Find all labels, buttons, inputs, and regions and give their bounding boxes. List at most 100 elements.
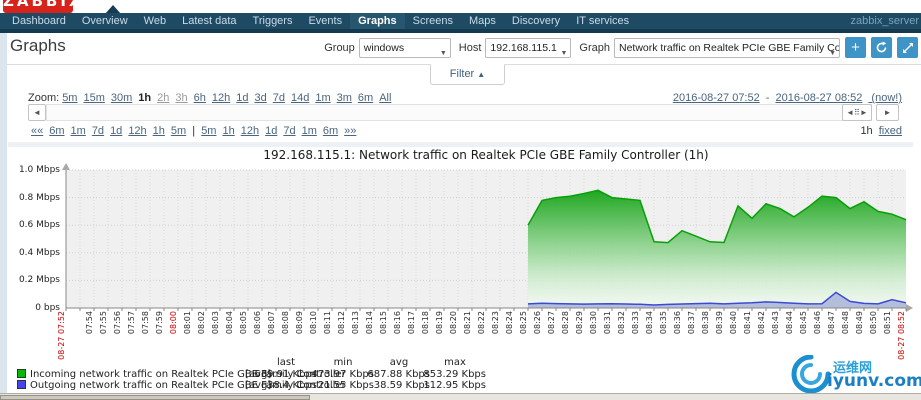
nav-item-graphs[interactable]: Graphs	[350, 13, 405, 33]
chevron-down-icon: ▼	[560, 49, 568, 57]
group-select-value: windows	[363, 41, 405, 54]
x-axis-label: 08:46	[813, 311, 822, 335]
graph-select[interactable]: Network traffic on Realtek PCIe GBE Fami…	[614, 37, 840, 58]
x-axis-label: 08:32	[617, 311, 626, 335]
filter-toggle-tab[interactable]: Filter ▲	[430, 64, 505, 85]
fwd-link-5m[interactable]: 5m	[201, 125, 217, 137]
zoom-link-1h[interactable]: 1h	[138, 92, 152, 104]
nav-item-discovery[interactable]: Discovery	[511, 15, 561, 27]
fwd-link-6m[interactable]: 6m	[322, 125, 339, 137]
back-link-7d[interactable]: 7d	[91, 125, 105, 137]
legend-value: 639.91 Kbps	[254, 369, 317, 380]
left-edge-strip	[0, 33, 7, 400]
fixed-link[interactable]: fixed	[878, 125, 902, 137]
x-axis-label: 08:02	[197, 311, 206, 335]
x-axis-label: 07:57	[127, 311, 136, 335]
x-axis-label: 08:29	[575, 311, 584, 335]
zoom-link-all[interactable]: All	[379, 92, 392, 104]
horizontal-scrollbar-thumb[interactable]	[0, 395, 310, 400]
range-now-link[interactable]: (now!)	[868, 92, 902, 104]
collapse-up-icon: ▲	[477, 70, 486, 79]
x-axis-label: 08:28	[561, 311, 570, 335]
host-select-value: 192.168.115.1	[490, 41, 557, 54]
time-scrollbar-track[interactable]	[46, 104, 872, 121]
x-axis-label: 07:59	[155, 311, 164, 335]
y-axis-label: 0.2 Mbps	[18, 275, 60, 286]
x-axis-label: 08:33	[631, 311, 640, 335]
nav-item-overview[interactable]: Overview	[81, 15, 128, 27]
zoom-link-1m[interactable]: 1m	[315, 92, 331, 104]
refresh-button[interactable]	[871, 37, 892, 58]
legend-series-label: Outgoing network traffic on Realtek PCIe…	[30, 380, 346, 391]
nav-item-dashboard[interactable]: Dashboard	[12, 15, 66, 27]
zoom-link-3h[interactable]: 3h	[175, 92, 188, 104]
scroll-right-button[interactable]: ►	[876, 104, 899, 121]
range-from-link[interactable]: 2016-08-27 07:52	[672, 92, 760, 104]
zoom-link-3m[interactable]: 3m	[336, 92, 352, 104]
x-axis-label: 08:23	[491, 311, 500, 335]
legend-series-label: Incoming network traffic on Realtek PCIe…	[30, 369, 346, 380]
legend-header-max: max	[444, 357, 466, 368]
x-axis-label: 08:00	[169, 311, 178, 335]
host-select[interactable]: 192.168.115.1 ▼	[485, 37, 572, 58]
nav-sub-strip	[0, 29, 921, 33]
y-axis-label: 0.6 Mbps	[18, 220, 60, 231]
zoom-link-30m[interactable]: 30m	[110, 92, 133, 104]
fwd-link-1d[interactable]: 1d	[265, 125, 278, 137]
nav-item-latest-data[interactable]: Latest data	[182, 15, 237, 27]
fwd-link-7d[interactable]: 7d	[283, 125, 296, 137]
add-favorite-button[interactable]: +	[845, 37, 866, 58]
zoom-link-6h[interactable]: 6h	[193, 92, 206, 104]
zoom-link-15m[interactable]: 15m	[83, 92, 105, 104]
fwd-link-1m[interactable]: 1m	[301, 125, 317, 137]
main-nav: Dashboard Overview Web Latest data Triggers E…	[0, 13, 921, 33]
zoom-link-1d[interactable]: 1d	[236, 92, 249, 104]
x-axis-label: 08:11	[323, 311, 332, 335]
legend-value: 853.29 Kbps	[423, 369, 486, 380]
zoom-link-12h[interactable]: 12h	[211, 92, 231, 104]
fullscreen-button[interactable]	[897, 37, 918, 58]
nav-item-it-services[interactable]: IT services	[576, 15, 630, 27]
zoom-link-7d[interactable]: 7d	[272, 92, 285, 104]
nav-item-web[interactable]: Web	[143, 15, 167, 27]
zoom-link-14d[interactable]: 14d	[290, 92, 310, 104]
back-link-12h[interactable]: 12h	[128, 125, 147, 137]
zoom-link-2h[interactable]: 2h	[157, 92, 170, 104]
x-axis-label: 08:06	[253, 311, 262, 335]
zoom-link-6m[interactable]: 6m	[357, 92, 374, 104]
x-axis-label: 08:50	[869, 311, 878, 335]
x-axis-label: 08:40	[729, 311, 738, 335]
x-axis-label: 08:39	[715, 311, 724, 335]
scroll-left-button[interactable]: ◄	[28, 104, 46, 121]
legend-value: 21.55 Kbps	[317, 380, 374, 391]
group-select[interactable]: windows ▼	[358, 37, 451, 58]
nav-item-maps[interactable]: Maps	[468, 15, 496, 27]
x-axis-label: 08:03	[211, 311, 220, 335]
x-axis-label: 08:49	[855, 311, 864, 335]
nav-item-events[interactable]: Events	[308, 15, 343, 27]
nav-item-screens[interactable]: Screens	[412, 15, 453, 27]
fwd-link-arrowarrow[interactable]: »»	[344, 125, 357, 137]
nav-item-triggers[interactable]: Triggers	[252, 15, 293, 27]
time-scrollbar-handle[interactable]: ◄⠿►	[842, 104, 872, 121]
zoom-link-3d[interactable]: 3d	[254, 92, 267, 104]
chart-plot-area[interactable]	[65, 169, 907, 311]
back-link-1m[interactable]: 1m	[70, 125, 86, 137]
fwd-link-1h[interactable]: 1h	[222, 125, 235, 137]
zabbix-logo[interactable]: ZABBIX	[3, 0, 73, 13]
range-to-link[interactable]: 2016-08-27 08:52	[775, 92, 863, 104]
x-axis-label: 08:25	[519, 311, 528, 335]
x-axis-label: 08:34	[645, 311, 654, 335]
zoom-link-5m[interactable]: 5m	[62, 92, 78, 104]
back-link-arrowarrow[interactable]: ««	[31, 125, 44, 137]
back-link-1h[interactable]: 1h	[152, 125, 165, 137]
back-link-1d[interactable]: 1d	[110, 125, 123, 137]
plus-icon: +	[851, 39, 860, 56]
x-axis-label: 07:56	[113, 311, 122, 335]
x-axis-label: 08:17	[407, 311, 416, 335]
fwd-link-12h[interactable]: 12h	[240, 125, 260, 137]
back-link-5m[interactable]: 5m	[170, 125, 187, 137]
back-link-6m[interactable]: 6m	[49, 125, 65, 137]
zoom-links-row: Zoom: 5m 15m 30m 1h 2h 3h 6h 12h 1d 3d 7d 14d 1m 3m 6m A…	[28, 92, 394, 104]
horizontal-scrollbar[interactable]	[0, 393, 921, 400]
